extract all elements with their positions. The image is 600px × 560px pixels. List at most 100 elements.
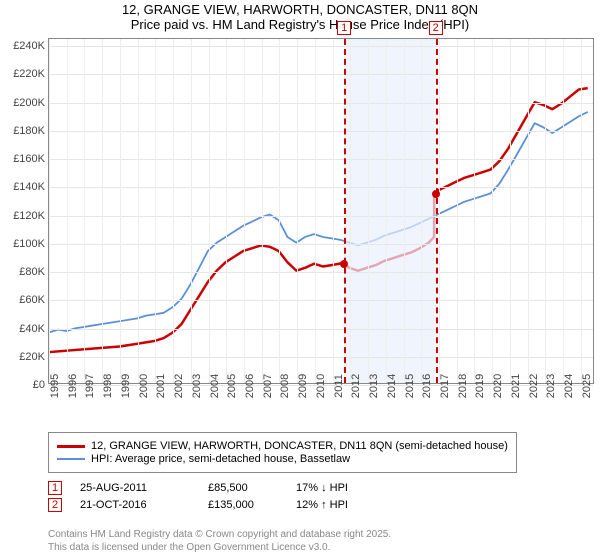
grid-line-v [67,39,68,383]
xtick-label: 2012 [350,374,362,398]
xtick-label: 2008 [279,374,291,398]
grid-line-v [173,39,174,383]
legend-row-price: 12, GRANGE VIEW, HARWORTH, DONCASTER, DN… [57,440,508,452]
sales-table: 125-AUG-2011£85,50017% ↓ HPI221-OCT-2016… [48,478,376,515]
grid-line-h [49,103,593,104]
xtick-label: 2017 [439,374,451,398]
ytick-label: £100K [13,238,45,250]
grid-line-v [528,39,529,383]
grid-line-v [297,39,298,383]
grid-line-v [84,39,85,383]
xtick-label: 2022 [528,374,540,398]
sale-marker-line [436,39,438,383]
grid-line-v [191,39,192,383]
grid-line-v [138,39,139,383]
legend-swatch-hpi [57,458,85,460]
legend-label-price: 12, GRANGE VIEW, HARWORTH, DONCASTER, DN… [91,440,508,452]
xtick-label: 2015 [404,374,416,398]
grid-line-h [49,272,593,273]
grid-line-h [49,187,593,188]
sale-row-diff: 12% ↑ HPI [296,499,376,511]
xtick-label: 2024 [563,374,575,398]
grid-line-v [333,39,334,383]
legend-box: 12, GRANGE VIEW, HARWORTH, DONCASTER, DN… [48,432,517,473]
grid-line-v [155,39,156,383]
grid-line-h [49,300,593,301]
grid-line-h [49,74,593,75]
grid-line-v [545,39,546,383]
xtick-label: 2000 [138,374,150,398]
grid-line-h [49,357,593,358]
line-price [49,88,588,352]
sale-row-marker: 2 [48,498,62,512]
chart-container: 12, GRANGE VIEW, HARWORTH, DONCASTER, DN… [0,0,600,560]
legend-swatch-price [57,445,85,448]
xtick-label: 1995 [49,374,61,398]
ytick-label: £180K [13,125,45,137]
sale-row-price: £85,500 [208,482,278,494]
sale-row-diff: 17% ↓ HPI [296,482,376,494]
grid-line-h [49,46,593,47]
xtick-label: 2020 [492,374,504,398]
xtick-label: 1998 [102,374,114,398]
ytick-label: £120K [13,210,45,222]
xtick-label: 2002 [173,374,185,398]
ytick-label: £80K [19,266,45,278]
xtick-label: 2004 [209,374,221,398]
ytick-label: £40K [19,323,45,335]
grid-line-v [581,39,582,383]
sale-marker-box: 2 [429,21,443,35]
ytick-label: £200K [13,97,45,109]
footer-line1: Contains HM Land Registry data © Crown c… [48,528,391,541]
xtick-label: 2016 [421,374,433,398]
grid-line-v [474,39,475,383]
title-address: 12, GRANGE VIEW, HARWORTH, DONCASTER, DN… [0,2,600,17]
ytick-label: £140K [13,181,45,193]
grid-line-h [49,244,593,245]
xtick-label: 2023 [545,374,557,398]
title-block: 12, GRANGE VIEW, HARWORTH, DONCASTER, DN… [0,0,600,32]
grid-line-v [368,39,369,383]
grid-line-v [350,39,351,383]
xtick-label: 2025 [581,374,593,398]
ytick-label: £0 [33,379,45,391]
title-subtitle: Price paid vs. HM Land Registry's House … [0,17,600,32]
xtick-label: 2009 [297,374,309,398]
ytick-label: £60K [19,294,45,306]
xtick-label: 2003 [191,374,203,398]
sale-marker-dot [340,260,348,268]
sale-row: 221-OCT-2016£135,00012% ↑ HPI [48,498,376,512]
xtick-label: 2019 [474,374,486,398]
grid-line-h [49,159,593,160]
ytick-label: £160K [13,153,45,165]
footer-line2: This data is licensed under the Open Gov… [48,541,391,554]
grid-line-h [49,329,593,330]
grid-line-h [49,216,593,217]
plot-area: £0£20K£40K£60K£80K£100K£120K£140K£160K£1… [48,38,594,384]
grid-line-v [492,39,493,383]
xtick-label: 2001 [155,374,167,398]
sale-marker-line [344,39,346,383]
legend-row-hpi: HPI: Average price, semi-detached house,… [57,453,508,465]
sale-row-price: £135,000 [208,499,278,511]
grid-line-v [226,39,227,383]
ytick-label: £240K [13,40,45,52]
grid-line-v [262,39,263,383]
grid-line-h [49,131,593,132]
footer-attribution: Contains HM Land Registry data © Crown c… [48,528,391,554]
grid-line-v [244,39,245,383]
xtick-label: 2005 [226,374,238,398]
grid-line-v [386,39,387,383]
grid-line-v [563,39,564,383]
xtick-label: 2014 [386,374,398,398]
grid-line-v [315,39,316,383]
sale-row: 1 25-AUG-2011 £85,500 17% ↓ HPI [48,481,376,495]
sale-marker-box: 1 [337,21,351,35]
sale-row-date: 25-AUG-2011 [80,482,190,494]
grid-line-v [279,39,280,383]
xtick-label: 2021 [510,374,522,398]
xtick-label: 2010 [315,374,327,398]
ytick-label: £220K [13,68,45,80]
sale-row-marker: 1 [48,481,62,495]
xtick-label: 1997 [84,374,96,398]
